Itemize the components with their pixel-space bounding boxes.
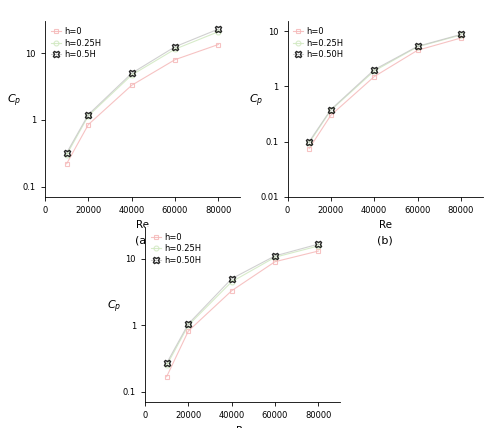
- h=0: [458, 36, 464, 41]
- h=0.5H: [64, 150, 70, 155]
- h=0.50H: [414, 44, 420, 49]
- h=0.50H: [306, 139, 312, 144]
- Line: h=0.25H: h=0.25H: [64, 29, 221, 157]
- Line: h=0: h=0: [164, 249, 321, 379]
- X-axis label: Re: Re: [236, 426, 249, 428]
- Line: h=0.25H: h=0.25H: [164, 244, 321, 368]
- h=0.50H: [371, 67, 377, 72]
- h=0: [64, 161, 70, 166]
- h=0.25H: [328, 108, 334, 113]
- Y-axis label: $C_p$: $C_p$: [249, 93, 264, 109]
- h=0: [414, 48, 420, 53]
- h=0.25H: [186, 323, 192, 328]
- h=0.25H: [86, 113, 91, 119]
- h=0.25H: [172, 47, 178, 52]
- Legend: h=0, h=0.25H, h=0.50H: h=0, h=0.25H, h=0.50H: [149, 231, 203, 266]
- h=0.50H: [228, 276, 234, 281]
- h=0.5H: [172, 44, 178, 49]
- Legend: h=0, h=0.25H, h=0.50H: h=0, h=0.25H, h=0.50H: [292, 26, 346, 61]
- Text: (a): (a): [134, 235, 150, 246]
- h=0.5H: [128, 71, 134, 76]
- h=0.25H: [414, 44, 420, 49]
- h=0.50H: [186, 321, 192, 327]
- X-axis label: Re: Re: [378, 220, 392, 230]
- h=0.50H: [328, 107, 334, 112]
- h=0: [306, 146, 312, 151]
- Line: h=0.25H: h=0.25H: [306, 33, 464, 145]
- Text: (b): (b): [377, 235, 393, 246]
- Line: h=0: h=0: [306, 36, 464, 151]
- h=0: [316, 249, 322, 254]
- h=0.25H: [128, 72, 134, 77]
- h=0.25H: [316, 244, 322, 249]
- h=0: [164, 374, 170, 379]
- h=0: [128, 83, 134, 88]
- X-axis label: Re: Re: [136, 220, 149, 230]
- h=0: [86, 122, 91, 127]
- h=0: [186, 329, 192, 334]
- h=0.25H: [216, 29, 222, 34]
- Y-axis label: $C_p$: $C_p$: [6, 93, 21, 109]
- h=0.50H: [458, 32, 464, 37]
- h=0: [371, 74, 377, 79]
- Line: h=0.50H: h=0.50H: [164, 241, 322, 366]
- h=0.25H: [272, 255, 278, 260]
- h=0: [228, 288, 234, 293]
- h=0.5H: [86, 112, 91, 117]
- Legend: h=0, h=0.25H, h=0.5H: h=0, h=0.25H, h=0.5H: [49, 26, 103, 61]
- h=0: [216, 42, 222, 47]
- h=0.25H: [228, 279, 234, 284]
- h=0.25H: [306, 140, 312, 146]
- Line: h=0.50H: h=0.50H: [306, 31, 464, 145]
- h=0: [328, 113, 334, 118]
- h=0.5H: [216, 27, 222, 32]
- Line: h=0: h=0: [64, 42, 221, 166]
- h=0: [272, 259, 278, 264]
- Line: h=0.5H: h=0.5H: [64, 26, 222, 156]
- h=0.50H: [272, 253, 278, 259]
- h=0: [172, 57, 178, 62]
- h=0.25H: [64, 152, 70, 158]
- Y-axis label: $C_p$: $C_p$: [106, 298, 121, 315]
- h=0.50H: [316, 241, 322, 247]
- h=0.25H: [458, 33, 464, 38]
- h=0.25H: [164, 363, 170, 368]
- h=0.50H: [164, 361, 170, 366]
- h=0.25H: [371, 68, 377, 74]
